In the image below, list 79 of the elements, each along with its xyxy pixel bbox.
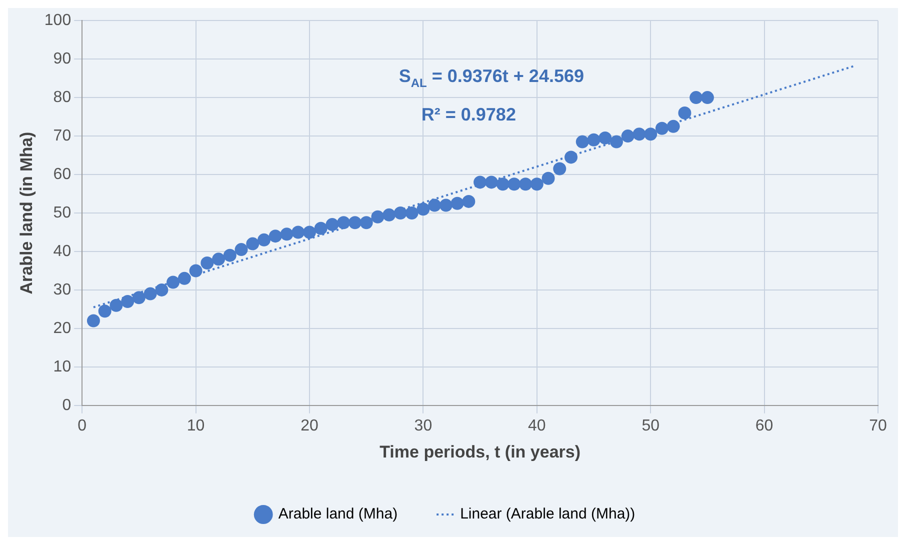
point [655,122,668,135]
point [98,304,112,318]
y-tick-label: 90 [53,50,72,68]
point [382,208,396,222]
y-axis-title: Arable land (in Mha) [16,132,36,294]
point [212,252,226,266]
point [428,198,442,212]
point [371,210,384,224]
point [587,133,600,146]
x-tick-label: 20 [300,417,318,434]
y-tick-label: 0 [62,396,72,414]
point [121,295,134,308]
point [439,198,452,212]
point [678,106,692,120]
point [598,131,612,144]
x-tick-label: 40 [528,417,546,434]
point [564,150,578,164]
point [690,91,703,104]
point [530,178,544,191]
point [416,202,430,216]
x-tick-label: 70 [869,417,887,434]
point [700,91,714,104]
point [542,172,555,185]
point [178,272,191,285]
x-tick-label: 60 [755,417,774,434]
point [508,178,521,191]
point [166,276,180,289]
point [155,283,168,296]
point [496,178,510,191]
y-tick-label: 20 [53,320,72,337]
point [326,218,339,232]
legend-label: Arable land (Mha) [278,506,398,523]
point [258,233,271,246]
point [280,228,294,241]
point [450,196,464,210]
y-tick-label: 40 [53,242,72,260]
x-tick-label: 0 [78,417,87,434]
x-tick-label: 10 [186,417,205,434]
x-tick-label: 30 [414,417,432,434]
point [610,135,623,148]
point [348,216,362,230]
point [484,176,498,189]
point [86,314,100,328]
y-tick-label: 80 [53,88,72,106]
point [405,206,418,220]
point [110,298,123,312]
point [314,222,328,235]
point [223,248,236,262]
point [394,206,407,220]
point [621,130,634,143]
x-tick-label: 50 [642,417,660,434]
y-tick-label: 50 [53,204,72,222]
point [576,135,589,148]
point [234,243,248,256]
point [462,194,476,208]
legend-label: Linear (Arable land (Mha)) [460,506,636,523]
point [553,162,566,176]
point [144,287,157,300]
y-tick-label: 60 [53,166,72,183]
point [666,120,680,133]
point [189,264,202,278]
point [644,128,658,141]
point [632,128,646,141]
point [292,226,305,239]
y-tick-label: 100 [44,12,72,30]
y-tick-label: 30 [53,281,72,298]
y-tick-label: 10 [53,358,72,376]
point [200,256,214,270]
point [246,237,260,250]
point [302,226,316,239]
x-axis-title: Time periods, t (in years) [380,442,581,462]
point [360,216,373,230]
point [474,176,487,189]
point [337,216,350,230]
annotation: R² = 0.9782 [421,104,516,125]
y-tick-label: 70 [53,127,72,144]
point [268,230,282,243]
point [132,291,146,304]
point [519,178,532,191]
